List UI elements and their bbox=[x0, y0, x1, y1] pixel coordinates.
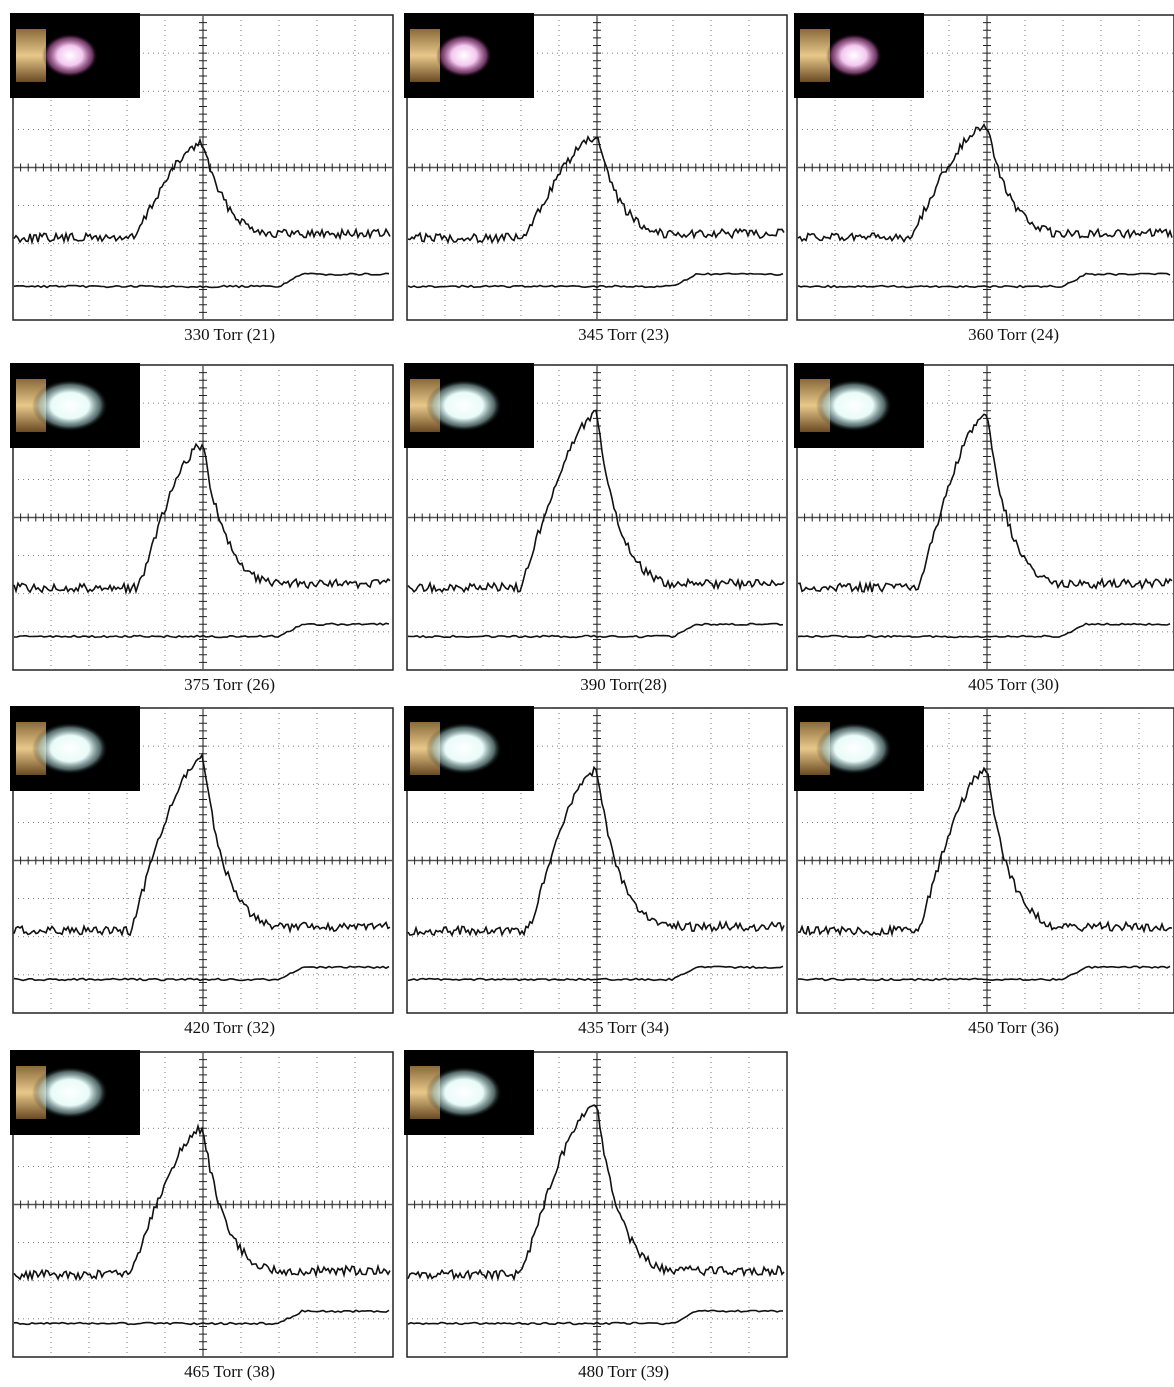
signal-trace bbox=[797, 123, 1173, 243]
plasma-glow bbox=[816, 379, 892, 432]
plasma-glow bbox=[32, 379, 108, 432]
signal-trace bbox=[797, 413, 1173, 593]
reference-trace bbox=[798, 965, 1171, 982]
reference-trace bbox=[13, 1309, 390, 1326]
scope-panel: 450 Torr (36) bbox=[794, 706, 1174, 1037]
reference-trace bbox=[13, 622, 390, 639]
signal-trace bbox=[407, 1104, 785, 1282]
signal-trace bbox=[13, 137, 391, 246]
nozzle bbox=[16, 29, 46, 82]
plasma-glow bbox=[32, 722, 108, 775]
nozzle bbox=[800, 29, 830, 82]
plasma-glow bbox=[816, 722, 892, 775]
scope-panel: 345 Torr (23) bbox=[404, 13, 788, 344]
panel-caption: 345 Torr (23) bbox=[578, 325, 669, 344]
scope-panel: 360 Torr (24) bbox=[794, 13, 1174, 344]
scope-panel: 405 Torr (30) bbox=[794, 363, 1174, 694]
reference-trace bbox=[407, 965, 784, 982]
reference-trace bbox=[407, 1309, 784, 1326]
panel-caption: 450 Torr (36) bbox=[968, 1018, 1059, 1037]
scope-panel: 480 Torr (39) bbox=[404, 1050, 788, 1381]
signal-trace bbox=[407, 765, 785, 937]
plasma-glow bbox=[32, 1066, 108, 1119]
signal-trace bbox=[13, 1123, 391, 1282]
plasma-glow bbox=[42, 33, 98, 78]
scope-panel: 390 Torr(28) bbox=[404, 363, 788, 694]
reference-trace bbox=[797, 622, 1171, 639]
signal-trace bbox=[407, 134, 785, 245]
plasma-glow bbox=[426, 1066, 502, 1119]
scope-panel: 375 Torr (26) bbox=[10, 363, 394, 694]
panel-caption: 480 Torr (39) bbox=[578, 1362, 669, 1381]
panel-caption: 360 Torr (24) bbox=[968, 325, 1059, 344]
scope-panel: 465 Torr (38) bbox=[10, 1050, 394, 1381]
scope-panel: 420 Torr (32) bbox=[10, 706, 394, 1037]
panel-caption: 435 Torr (34) bbox=[578, 1018, 669, 1037]
panel-caption: 405 Torr (30) bbox=[968, 675, 1059, 694]
plasma-glow bbox=[426, 379, 502, 432]
panel-caption: 465 Torr (38) bbox=[184, 1362, 275, 1381]
plasma-glow bbox=[436, 33, 492, 78]
signal-trace bbox=[13, 442, 391, 596]
reference-trace bbox=[407, 622, 784, 639]
signal-trace bbox=[797, 766, 1173, 938]
scope-panel: 330 Torr (21) bbox=[10, 13, 394, 344]
signal-trace bbox=[407, 409, 785, 595]
reference-trace bbox=[797, 272, 1171, 289]
panel-caption: 390 Torr(28) bbox=[580, 675, 667, 694]
plasma-glow bbox=[426, 722, 502, 775]
nozzle bbox=[410, 29, 440, 82]
reference-trace bbox=[13, 965, 390, 982]
panel-caption: 330 Torr (21) bbox=[184, 325, 275, 344]
scope-panel: 435 Torr (34) bbox=[404, 706, 788, 1037]
reference-trace bbox=[13, 272, 390, 289]
panel-caption: 375 Torr (26) bbox=[184, 675, 275, 694]
reference-trace bbox=[407, 272, 784, 289]
plasma-glow bbox=[826, 33, 882, 78]
panel-caption: 420 Torr (32) bbox=[184, 1018, 275, 1037]
signal-trace bbox=[13, 752, 391, 938]
